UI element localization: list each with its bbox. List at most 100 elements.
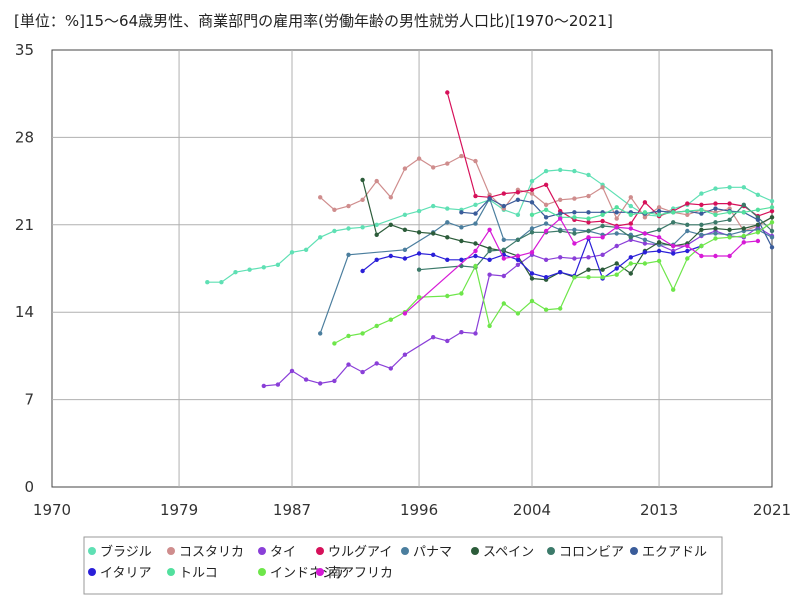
data-point (360, 197, 365, 202)
data-point (642, 215, 648, 220)
data-point (628, 226, 633, 231)
data-point (600, 223, 605, 229)
data-point (741, 210, 746, 215)
data-point (713, 253, 718, 259)
legend-marker (258, 568, 266, 576)
data-point (515, 190, 521, 195)
data-point (473, 193, 478, 199)
data-point (402, 247, 408, 252)
data-point (656, 205, 662, 210)
data-point (360, 369, 365, 375)
data-point (402, 256, 408, 261)
data-point (614, 266, 619, 271)
data-point (685, 208, 690, 214)
legend-marker (547, 547, 555, 555)
data-point (727, 201, 732, 206)
data-point (543, 307, 549, 312)
data-point (699, 232, 704, 237)
data-point (656, 227, 662, 232)
data-point (656, 235, 662, 240)
axes: 0 7 14 21 28 35 1970 1979 1987 1996 2004 2013 2021 (15, 41, 791, 519)
data-point (459, 291, 464, 296)
data-point (642, 237, 648, 242)
legend-item: インドネシア (258, 566, 348, 581)
data-point (346, 226, 351, 231)
data-point (586, 172, 591, 178)
legend-item: エクアドル (630, 545, 707, 560)
x-tick-label: 1987 (273, 501, 311, 519)
legend-label: トルコ (179, 566, 218, 581)
data-point (332, 207, 337, 212)
data-point (473, 158, 478, 164)
data-point (473, 248, 478, 254)
data-point (769, 245, 775, 250)
data-point (205, 280, 210, 285)
data-point (769, 198, 775, 204)
data-point (473, 331, 478, 336)
legend-marker (401, 547, 409, 555)
data-point (431, 335, 436, 340)
data-point (445, 161, 450, 166)
data-point (699, 222, 704, 227)
data-point (515, 237, 521, 242)
data-point (374, 178, 379, 184)
data-point (558, 216, 563, 221)
series-line (419, 203, 773, 271)
data-point (727, 227, 732, 232)
data-point (572, 231, 577, 236)
series-line (404, 217, 758, 314)
data-point (473, 263, 478, 269)
data-point (318, 331, 323, 336)
data-point (515, 262, 521, 267)
data-point (402, 227, 408, 232)
data-point (416, 295, 422, 300)
data-point (685, 248, 690, 254)
data-point (586, 275, 591, 280)
data-point (713, 201, 718, 206)
legend-label: 南アフリカ (328, 565, 393, 581)
data-point (487, 257, 492, 262)
data-point (360, 225, 365, 230)
legend-marker (316, 568, 324, 576)
data-point (727, 185, 732, 190)
data-point (543, 168, 549, 174)
data-point (699, 227, 704, 232)
data-point (459, 225, 464, 230)
data-point (558, 255, 563, 260)
data-point (600, 212, 605, 217)
data-point (713, 236, 718, 241)
data-point (741, 226, 746, 231)
data-point (671, 210, 676, 215)
data-point (614, 261, 619, 266)
data-point (501, 273, 506, 279)
data-point (529, 212, 535, 217)
data-point (642, 261, 648, 266)
data-point (402, 166, 408, 171)
data-point (247, 267, 252, 272)
data-point (529, 250, 535, 255)
legend-label: インドネシア (270, 566, 348, 581)
data-point (572, 210, 577, 215)
y-tick-label: 7 (24, 391, 34, 409)
data-point (755, 192, 761, 197)
data-point (416, 156, 422, 161)
data-point (388, 253, 393, 259)
data-point (219, 280, 224, 285)
x-tick-label: 1970 (33, 501, 71, 519)
data-point (741, 233, 746, 239)
data-point (685, 201, 690, 206)
legend-item: ブラジル (88, 544, 152, 560)
data-point (529, 276, 535, 281)
data-point (628, 221, 633, 226)
data-point (445, 257, 450, 262)
data-point (572, 275, 577, 280)
data-point (600, 218, 605, 224)
data-point (360, 177, 365, 183)
legend-item: イタリア (88, 566, 151, 581)
data-point (642, 200, 648, 205)
data-point (416, 251, 422, 256)
data-point (628, 271, 633, 276)
data-point (614, 216, 619, 221)
legend-marker (258, 547, 266, 555)
data-point (303, 247, 309, 252)
